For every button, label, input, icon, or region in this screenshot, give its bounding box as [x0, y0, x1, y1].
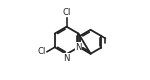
- Text: N: N: [75, 43, 82, 52]
- Text: Cl: Cl: [62, 8, 71, 17]
- Text: N: N: [63, 54, 70, 63]
- Text: Cl: Cl: [38, 47, 46, 56]
